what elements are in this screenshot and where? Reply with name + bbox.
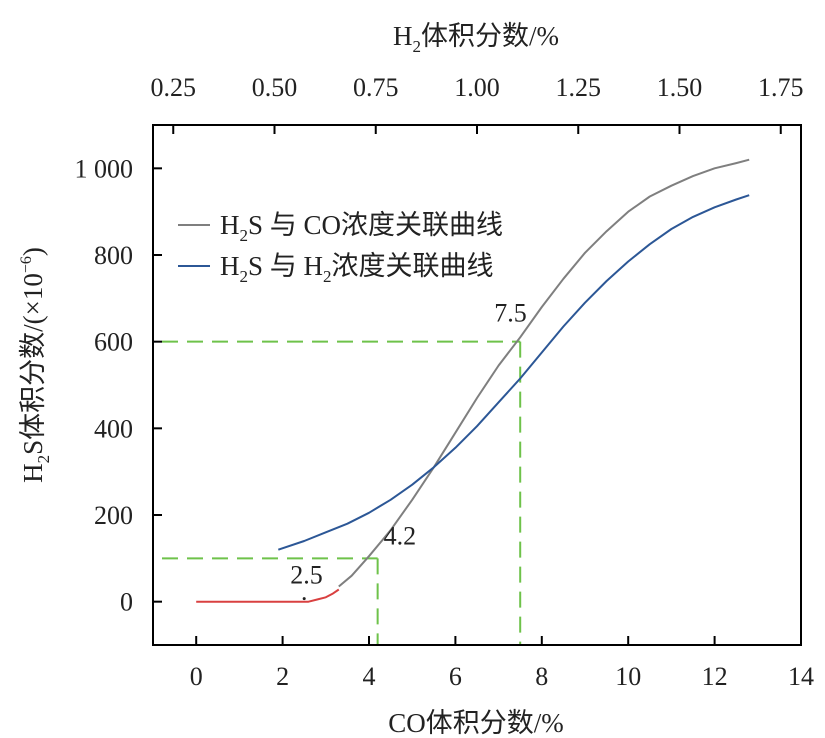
y-tick-label: 200 bbox=[94, 501, 133, 530]
x-tick-label: 8 bbox=[535, 662, 548, 691]
x-tick-label: 0 bbox=[190, 662, 203, 691]
x2-tick-label: 1.75 bbox=[758, 73, 804, 102]
x-axis-label: CO体积分数/% bbox=[388, 708, 564, 738]
x-tick-label: 12 bbox=[702, 662, 728, 691]
y-tick-label: 400 bbox=[94, 414, 133, 443]
y-tick-label: 800 bbox=[94, 241, 133, 270]
x2-tick-label: 0.75 bbox=[353, 73, 399, 102]
annotation-marker bbox=[302, 597, 306, 601]
y-tick-label: 0 bbox=[120, 588, 133, 617]
x-tick-label: 6 bbox=[449, 662, 462, 691]
top-axis-label: H2体积分数/% bbox=[393, 21, 559, 56]
series-line-0 bbox=[338, 158, 750, 588]
annotation-label: 7.5 bbox=[494, 299, 527, 328]
annotation-label: 4.2 bbox=[384, 521, 417, 550]
x2-tick-label: 1.00 bbox=[454, 73, 500, 102]
x-tick-label: 14 bbox=[788, 662, 814, 691]
legend-label-h2: H2S 与 H2浓度关联曲线 bbox=[220, 251, 494, 286]
x-tick-label: 10 bbox=[615, 662, 641, 691]
series-line-2 bbox=[196, 588, 340, 603]
x-tick-label: 4 bbox=[363, 662, 376, 691]
series-line-1 bbox=[277, 194, 750, 551]
x2-tick-label: 1.25 bbox=[556, 73, 602, 102]
plot-frame bbox=[152, 124, 802, 646]
legend-label-co: H2S 与 CO浓度关联曲线 bbox=[220, 210, 503, 245]
x-tick-label: 2 bbox=[276, 662, 289, 691]
legend: H2S 与 CO浓度关联曲线 H2S 与 H2浓度关联曲线 bbox=[178, 210, 503, 286]
y-tick-label: 600 bbox=[94, 328, 133, 357]
x2-tick-label: 0.50 bbox=[252, 73, 298, 102]
annotation-label: 2.5 bbox=[290, 561, 323, 590]
y-axis-label: H2S体积分数/(×10−6) bbox=[18, 247, 53, 483]
x2-tick-label: 1.50 bbox=[657, 73, 703, 102]
x2-tick-label: 0.25 bbox=[151, 73, 197, 102]
y-tick-label: 1 000 bbox=[75, 154, 134, 183]
